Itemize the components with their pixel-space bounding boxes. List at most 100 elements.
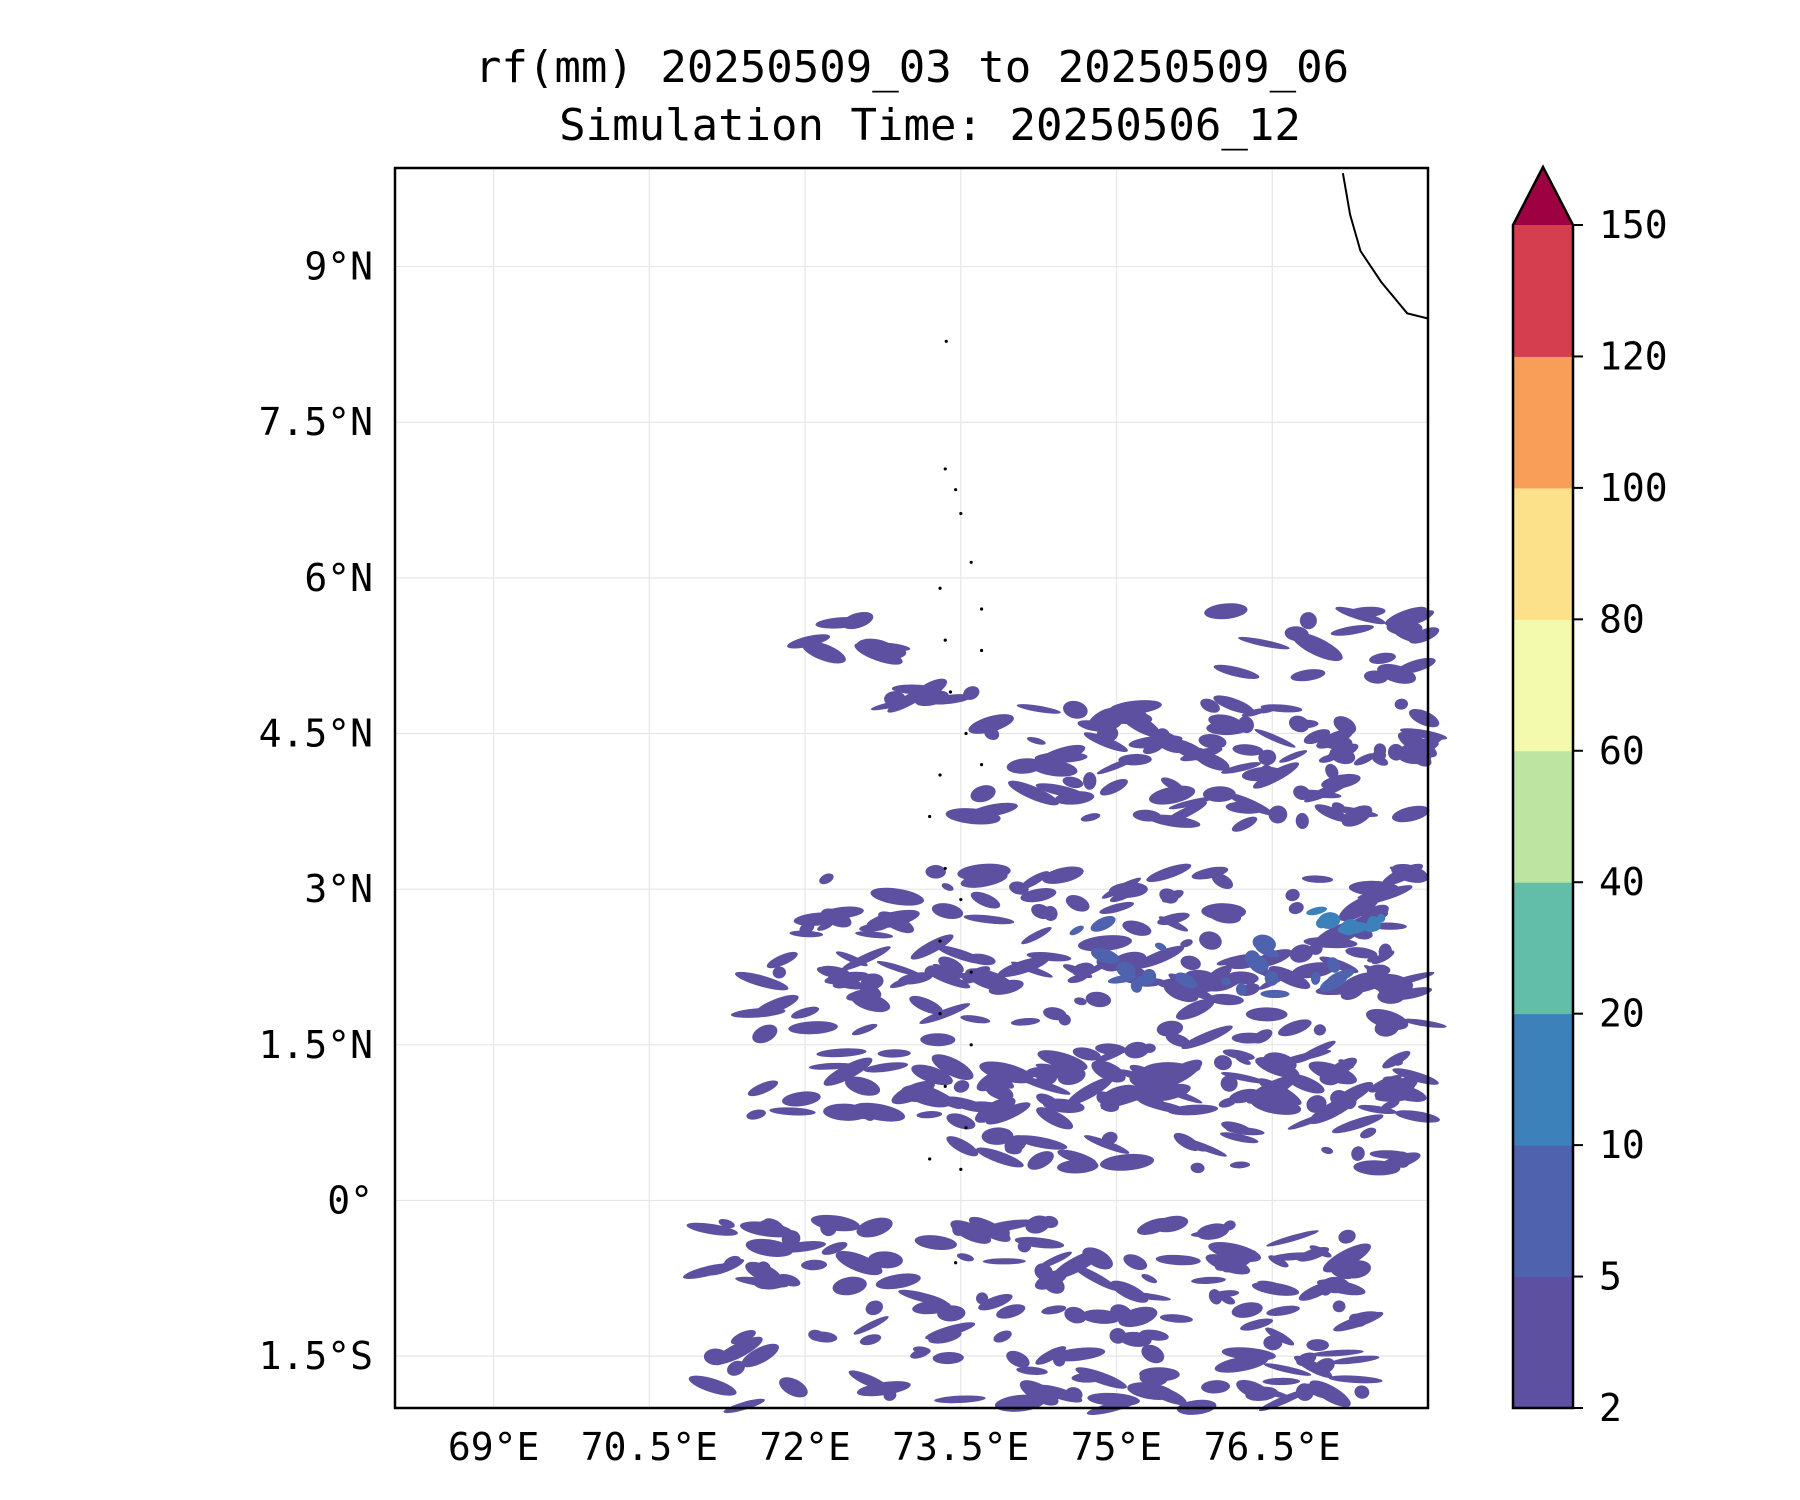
- rain-cell: [916, 1111, 943, 1119]
- x-tick-label: 76.5°E: [1204, 1425, 1341, 1469]
- rain-cell: [820, 908, 852, 928]
- rain-cell: [1038, 1251, 1072, 1269]
- colorbar-segment: [1513, 1013, 1573, 1146]
- island-dot: [938, 773, 942, 777]
- rain-cell: [1041, 1305, 1067, 1315]
- rain-cell: [1173, 1132, 1200, 1151]
- rain-cell: [1231, 1302, 1263, 1318]
- rainfall-contours: [683, 603, 1448, 1415]
- rain-cell: [1306, 1339, 1329, 1352]
- rain-cell: [1154, 942, 1167, 951]
- rain-cell: [970, 785, 996, 803]
- rain-cell: [1141, 1062, 1194, 1080]
- rain-cell: [854, 642, 903, 665]
- rain-cell: [1123, 1254, 1148, 1271]
- rain-cell: [910, 934, 954, 960]
- rain-cell: [1090, 916, 1116, 932]
- rain-cell: [1268, 1255, 1289, 1268]
- rain-cell: [1254, 729, 1296, 748]
- rain-cell: [1247, 954, 1269, 973]
- rain-cell: [1298, 1282, 1334, 1301]
- rain-cell: [1354, 1385, 1370, 1399]
- rain-cell: [1099, 901, 1135, 914]
- rain-cell: [1338, 1229, 1356, 1244]
- rain-cell: [1149, 785, 1196, 805]
- rain-cell: [727, 1360, 746, 1376]
- x-tick-label: 69°E: [448, 1425, 540, 1469]
- y-tick-label: 7.5°N: [259, 400, 373, 444]
- rain-cell: [1208, 714, 1243, 730]
- island-dot: [943, 1084, 947, 1088]
- rain-cell: [910, 1348, 931, 1359]
- rain-cell: [1021, 927, 1052, 945]
- rain-cell: [981, 1127, 1014, 1145]
- rain-cell: [1096, 724, 1119, 743]
- rain-cell: [723, 1398, 765, 1414]
- rain-cell: [1397, 736, 1442, 754]
- rain-cell: [779, 1377, 808, 1398]
- rain-cell: [1072, 962, 1095, 977]
- rain-cell: [1220, 1295, 1236, 1305]
- rain-cell: [816, 966, 842, 978]
- island-dot: [954, 1261, 958, 1265]
- rain-cell: [1353, 1160, 1401, 1176]
- rain-cell: [976, 1068, 1011, 1092]
- rain-cell: [1129, 1073, 1149, 1087]
- rain-cell: [1213, 664, 1260, 679]
- rain-cell: [1368, 1075, 1402, 1093]
- rain-cell: [887, 648, 907, 659]
- rain-cell: [950, 1220, 992, 1244]
- rain-cell: [1127, 1382, 1175, 1400]
- rain-cell: [1324, 1065, 1337, 1074]
- rain-cell: [1119, 1331, 1152, 1347]
- rain-cell: [1008, 780, 1059, 806]
- rain-cell: [1204, 603, 1248, 620]
- rain-cell: [996, 1304, 1026, 1319]
- rain-cell: [841, 946, 891, 971]
- rain-cell: [1240, 1382, 1292, 1400]
- rain-cell: [1193, 747, 1206, 758]
- rain-cell: [926, 969, 971, 989]
- rain-cell: [1229, 1161, 1251, 1169]
- rain-cell: [1067, 1077, 1113, 1106]
- rain-cell: [1311, 1349, 1364, 1357]
- rain-cell: [1288, 902, 1304, 915]
- rain-cell: [789, 930, 824, 938]
- rain-cell: [703, 1348, 729, 1366]
- rain-cell: [1292, 962, 1336, 979]
- rain-cell: [1321, 1146, 1334, 1155]
- rain-cell: [1330, 624, 1374, 636]
- rain-cell: [746, 1109, 766, 1120]
- rain-cell: [1303, 729, 1331, 745]
- island-dot: [928, 814, 932, 819]
- rain-cell: [1074, 997, 1087, 1006]
- rain-cell: [823, 1057, 873, 1086]
- rain-cell: [1202, 786, 1236, 802]
- rain-cell: [788, 1021, 838, 1035]
- rain-cell: [1369, 652, 1396, 664]
- rain-cell: [1290, 669, 1326, 682]
- rain-cell: [970, 891, 1001, 909]
- rain-cell: [945, 808, 1001, 825]
- rain-cell: [1168, 1104, 1219, 1116]
- rain-cell: [1351, 1146, 1365, 1161]
- rain-cell: [865, 1300, 883, 1316]
- rain-cell: [1162, 801, 1207, 825]
- rain-cell: [1381, 863, 1423, 886]
- rain-cell: [1191, 1276, 1226, 1284]
- rain-cell: [1320, 734, 1353, 750]
- colorbar-label: 120: [1599, 334, 1668, 378]
- rain-cell: [1050, 1347, 1106, 1362]
- rain-cell: [859, 1334, 882, 1346]
- rain-cell: [1208, 907, 1242, 924]
- rain-cell: [1077, 935, 1132, 952]
- island-dot: [959, 897, 963, 902]
- rain-cell: [932, 963, 961, 981]
- rain-cell: [1091, 1060, 1126, 1083]
- rain-cell: [1132, 954, 1146, 968]
- colorbar-label: 100: [1599, 466, 1668, 510]
- rain-cell: [799, 922, 815, 934]
- rain-cell: [960, 1015, 991, 1024]
- rain-cell: [1096, 1091, 1111, 1105]
- rain-cell: [1220, 1132, 1259, 1144]
